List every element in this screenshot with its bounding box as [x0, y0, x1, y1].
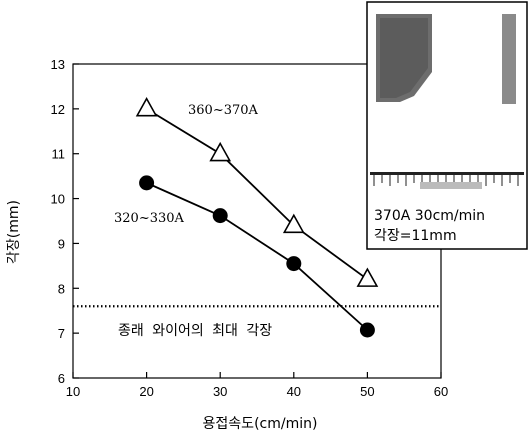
x-tick-label: 40	[287, 384, 301, 399]
y-tick-label: 11	[52, 147, 66, 162]
axis-ticks: 10 20 30 40 50 60 6 7 8 9 10 11 12 13	[51, 57, 449, 399]
triangle-marker	[356, 267, 379, 287]
y-tick-label: 9	[58, 236, 65, 251]
x-tick-label: 20	[139, 384, 153, 399]
y-tick-label: 13	[51, 57, 65, 72]
x-tick-label: 10	[66, 384, 80, 399]
circle-marker	[139, 175, 155, 191]
series-label-320-330A: 320~330A	[114, 211, 185, 226]
inset-caption-line1: 370A 30cm/min	[374, 208, 485, 224]
x-tick-label: 30	[213, 384, 227, 399]
y-axis-label: 각장(mm)	[6, 200, 22, 264]
inset-caption-line2: 각장=11mm	[374, 228, 457, 244]
series-line-0	[146, 108, 368, 281]
x-axis-label: 용접속도(cm/min)	[203, 416, 318, 432]
triangle-marker	[135, 97, 158, 117]
circle-marker	[212, 208, 228, 224]
y-tick-label: 12	[51, 102, 65, 117]
y-tick-label: 6	[58, 371, 65, 386]
series-label-360-370A: 360~370A	[188, 103, 259, 118]
series-line-1	[146, 182, 369, 331]
circle-marker	[286, 256, 302, 272]
series-layer	[135, 97, 379, 338]
y-tick-label: 7	[58, 326, 65, 341]
x-tick-label: 60	[434, 384, 448, 399]
triangle-marker	[282, 213, 305, 234]
x-tick-label: 50	[360, 384, 374, 399]
y-tick-label: 8	[58, 281, 65, 296]
circle-marker	[359, 322, 375, 338]
weld-cross-section-image	[370, 14, 524, 189]
triangle-marker	[209, 141, 232, 162]
y-tick-label: 10	[51, 192, 65, 207]
reference-line-label: 종래 와이어의 최대 각장	[118, 323, 272, 339]
inset-panel: 370A 30cm/min 각장=11mm	[366, 1, 528, 250]
